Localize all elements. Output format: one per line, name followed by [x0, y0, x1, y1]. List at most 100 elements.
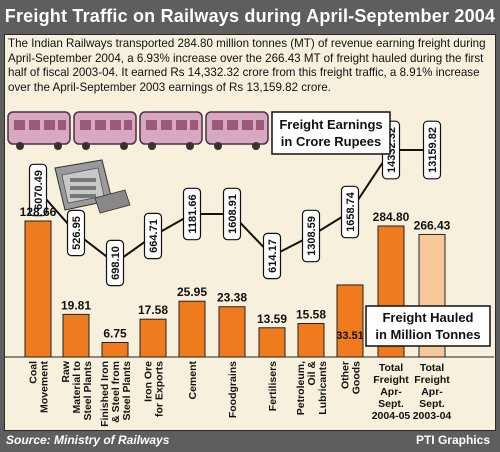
train-illustration [7, 111, 269, 150]
category-label: Cement [187, 361, 199, 400]
earnings-value-badge: 614.17 [262, 232, 282, 280]
category-label: Finished Iron & Steel from Steel Plants [99, 361, 133, 427]
category-label-line: Petroleum, [295, 361, 307, 415]
earnings-value-label: 1308.59 [306, 216, 318, 256]
category-label-line: Goods [351, 361, 363, 394]
earnings-value-label: 664.71 [148, 219, 160, 253]
category-label-line: Coal [28, 361, 40, 384]
category-label-line: Movement [39, 361, 51, 413]
category-label: Fertilisers [267, 361, 279, 411]
tonnes-value-label: 25.95 [177, 285, 207, 299]
earnings-badge-box [66, 209, 86, 257]
category-label-line: Fertilisers [267, 361, 279, 411]
legend-tonnes: Freight Hauled in Million Tonnes [365, 305, 491, 347]
category-label-line: Sept. [378, 398, 404, 410]
tonnes-bar [258, 327, 286, 358]
category-label-line: Steel Plants [121, 361, 133, 421]
tonnes-bar [336, 284, 364, 358]
category-label-line: Other [340, 361, 352, 389]
earnings-value-label: 1658.74 [345, 191, 357, 232]
category-label-line: 2003-04 [413, 410, 452, 422]
legend-earnings-line-1: Freight Earnings [279, 117, 382, 132]
tonnes-bar [139, 318, 167, 358]
earnings-value-label: 13159.82 [427, 127, 439, 173]
earnings-value-label: 614.17 [267, 239, 279, 273]
category-label-line: Cement [187, 361, 199, 400]
source-note: Source: Ministry of Railways [6, 433, 170, 447]
tonnes-value-label: 284.80 [373, 210, 410, 224]
earnings-badge-box [262, 232, 282, 280]
earnings-badge-box [105, 239, 125, 287]
earnings-badge-box [143, 212, 163, 260]
legend-tonnes-line-1: Freight Hauled [382, 310, 473, 325]
page-title: Freight Traffic on Railways during April… [4, 6, 496, 26]
tonnes-value-label: 17.58 [138, 303, 168, 317]
earnings-badge-box [182, 187, 202, 241]
earnings-badge-box [301, 209, 321, 263]
earnings-value-label: 698.10 [110, 246, 122, 280]
tonnes-value-label: 6.75 [103, 326, 127, 340]
category-label-line: Foodgrains [227, 361, 239, 418]
credit-note: PTI Graphics [415, 433, 490, 447]
earnings-value-badge: 526.95 [66, 209, 86, 257]
earnings-badge-box [422, 120, 442, 180]
earnings-labels: 6070.49 526.95 698.10 664.71 1181.66 1608.91 6… [28, 120, 442, 287]
category-label: Foodgrains [227, 361, 239, 418]
wagon-1 [7, 111, 71, 150]
tonnes-value-label: 33.51 [336, 330, 364, 342]
earnings-value-label: 1181.66 [187, 194, 199, 233]
category-label-line: Material to [71, 361, 83, 414]
earnings-value-badge: 6070.49 [28, 163, 48, 217]
tonnes-labels: 128.66 19.81 6.75 17.58 25.95 23.38 13.59 15.58… [20, 205, 451, 342]
category-label-line: Steel Plants [82, 361, 94, 421]
tonnes-bars [24, 220, 446, 358]
category-label-line: Iron Ore [143, 361, 155, 402]
tonnes-bar [297, 323, 325, 358]
earnings-value-badge: 1658.74 [340, 185, 360, 239]
earnings-value-badge: 13159.82 [422, 120, 442, 180]
tonnes-bar [24, 220, 52, 358]
category-label: Raw Material to Steel Plants [60, 360, 94, 420]
category-label-line: for Exports [154, 361, 166, 417]
category-label-line: Oil & [306, 361, 318, 386]
tonnes-value-label: 15.58 [296, 308, 326, 322]
earnings-value-badge: 698.10 [105, 239, 125, 287]
category-label-line: Apr- [380, 386, 402, 398]
legend-tonnes-line-2: in Million Tonnes [375, 327, 480, 342]
earnings-value-badge: 1181.66 [182, 187, 202, 241]
wagon-2 [73, 111, 137, 150]
earnings-value-badge: 1608.91 [222, 187, 242, 241]
category-label-line: Total [420, 362, 444, 374]
category-labels: Coal Movement Raw Material to Steel Plants Fi… [28, 360, 452, 427]
tonnes-bar [101, 341, 129, 358]
tonnes-bar [62, 313, 90, 358]
legend-earnings-line-2: in Crore Rupees [281, 134, 381, 149]
wagon-3 [139, 111, 203, 150]
tonnes-bar [178, 300, 206, 358]
category-label-line: Freight [414, 374, 450, 386]
category-label-line: Lubricants [317, 361, 329, 415]
category-label-line: Apr- [421, 386, 443, 398]
intro-paragraph: The Indian Railways transported 284.80 m… [8, 37, 486, 94]
tonnes-value-label: 266.43 [414, 218, 451, 232]
category-label-line: & Steel from [110, 361, 122, 423]
wagon-4 [205, 111, 269, 150]
earnings-badge-box [28, 163, 48, 217]
tonnes-value-label: 23.38 [217, 291, 247, 305]
earnings-value-label: 526.95 [71, 216, 83, 250]
category-label: Coal Movement [28, 361, 51, 413]
earnings-value-label: 6070.49 [33, 170, 45, 210]
category-label-line: Finished Iron [99, 361, 111, 427]
tonnes-value-label: 19.81 [61, 298, 91, 312]
tonnes-bar [218, 306, 246, 358]
earnings-value-badge: 664.71 [143, 212, 163, 260]
category-label: Petroleum, Oil & Lubricants [295, 361, 329, 416]
legend-earnings: Freight Earnings in Crore Rupees [271, 111, 391, 155]
earnings-value-badge: 1308.59 [301, 209, 321, 263]
steel-cargo-illustration [54, 159, 131, 214]
earnings-value-label: 1608.91 [227, 194, 239, 234]
earnings-badge-box [222, 187, 242, 241]
tonnes-value-label: 128.66 [20, 205, 57, 219]
earnings-badge-box [340, 185, 360, 239]
